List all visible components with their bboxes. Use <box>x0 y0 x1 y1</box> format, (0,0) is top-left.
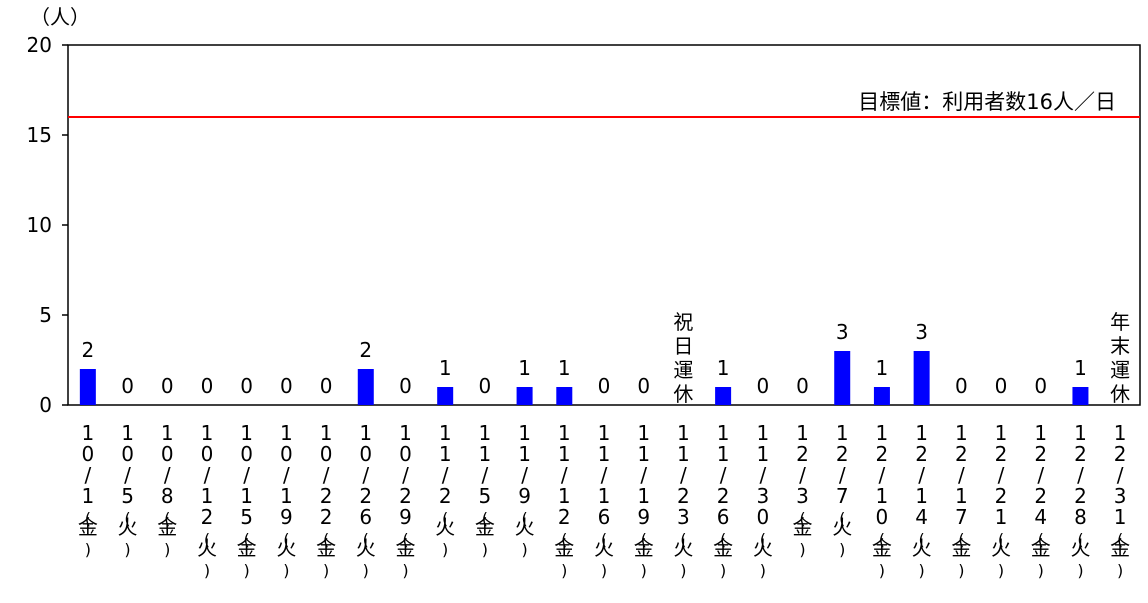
x-tick-label: 1 2/1 7 (金) <box>951 421 971 580</box>
x-tick-label: 1 2/2 1 (火) <box>991 421 1011 580</box>
bar <box>437 387 454 405</box>
value-label: 3 <box>915 320 928 344</box>
value-label: 年末運休 <box>1110 310 1130 406</box>
x-tick-label: 1 1/2 3 (火) <box>673 421 693 580</box>
value-label: 0 <box>121 374 134 398</box>
x-tick-label: 1 2/3 (金) <box>793 421 813 559</box>
x-tick-label: 1 0/1 5 (金) <box>237 421 257 580</box>
value-label: 1 <box>518 356 531 380</box>
y-axis-ticks: 0 5 10 15 20 <box>27 33 68 417</box>
bars <box>79 351 1089 405</box>
value-label: 0 <box>161 374 174 398</box>
x-tick-label: 1 0/1 2 (火) <box>197 421 217 580</box>
x-tick-label: 1 2/1 4 (火) <box>912 421 932 580</box>
x-tick-label: 1 1/3 0 (火) <box>753 421 773 580</box>
x-tick-label: 1 2/7 (火) <box>832 421 852 559</box>
x-tick-label: 1 1/2 6 (金) <box>713 421 733 580</box>
value-labels: 2 0 0 0 0 0 0 2 0 1 0 1 1 0 0 祝日運休 1 0 0 3 1 3 0 0 0 1 年末運休 <box>81 310 1130 406</box>
x-tick-label: 1 1/2 (火) <box>435 421 455 559</box>
x-tick-label: 1 2/1 0 (金) <box>872 421 892 580</box>
x-tick-label: 1 2/2 8 (火) <box>1070 421 1090 580</box>
value-label: 0 <box>240 374 253 398</box>
x-tick-label: 1 1/9 (火) <box>515 421 535 559</box>
x-tick-label: 1 0/2 9 (金) <box>395 421 415 580</box>
x-tick-label: 1 0/1 9 (火) <box>276 421 296 580</box>
x-tick-label: 1 1/1 6 (火) <box>594 421 614 580</box>
plot-frame <box>67 44 1141 406</box>
value-label: 3 <box>836 320 849 344</box>
value-label: 1 <box>1074 356 1087 380</box>
x-tick-label: 1 2/3 1 (金) <box>1110 421 1130 580</box>
value-label: 0 <box>280 374 293 398</box>
x-tick-label: 1 1/1 2 (金) <box>554 421 574 580</box>
x-tick-label: 1 0/1 (金) <box>78 421 98 559</box>
x-tick-label: 1 0/2 2 (金) <box>316 421 336 580</box>
value-label: 0 <box>201 374 214 398</box>
x-tick-label: 1 0/5 (火) <box>118 421 138 559</box>
x-tick-label: 1 1/1 9 (金) <box>634 421 654 580</box>
y-tick-label: 10 <box>27 213 52 237</box>
value-label: 0 <box>320 374 333 398</box>
value-label: 0 <box>598 374 611 398</box>
value-label: 0 <box>637 374 650 398</box>
bar <box>357 369 374 405</box>
bar <box>873 387 890 405</box>
bar <box>834 351 851 405</box>
value-label: 0 <box>756 374 769 398</box>
value-label: 1 <box>439 356 452 380</box>
bar <box>556 387 573 405</box>
x-tick-label: 1 1/5 (金) <box>475 421 495 559</box>
bar <box>1072 387 1089 405</box>
x-axis-labels: 1 0/1 (金) 1 0/5 (火) 1 0/8 (金) 1 0/1 2 (火) 1 0/1 5 (金) 1 0/… <box>78 421 1130 580</box>
value-label: 0 <box>796 374 809 398</box>
value-label: 0 <box>955 374 968 398</box>
y-tick-label: 0 <box>39 393 52 417</box>
bar <box>516 387 533 405</box>
y-axis-unit-label: （人） <box>30 5 90 29</box>
x-tick-label: 1 2/2 4 (金) <box>1031 421 1051 580</box>
value-label: 0 <box>995 374 1008 398</box>
y-tick-label: 5 <box>39 303 52 327</box>
value-label: 0 <box>399 374 412 398</box>
value-label: 0 <box>479 374 492 398</box>
bar <box>79 369 96 405</box>
value-label: 2 <box>81 338 94 362</box>
value-label: 祝日運休 <box>673 310 693 406</box>
value-label: 1 <box>717 356 730 380</box>
y-tick-label: 20 <box>27 33 52 57</box>
value-label: 2 <box>359 338 372 362</box>
y-tick-label: 15 <box>27 123 52 147</box>
x-tick-label: 1 0/2 6 (火) <box>356 421 376 580</box>
target-label: 目標値：利用者数16人／日 <box>858 90 1116 114</box>
bar <box>913 351 930 405</box>
bar <box>715 387 732 405</box>
value-label: 1 <box>876 356 889 380</box>
value-label: 1 <box>558 356 571 380</box>
x-tick-label: 1 0/8 (金) <box>157 421 177 559</box>
value-label: 0 <box>1034 374 1047 398</box>
